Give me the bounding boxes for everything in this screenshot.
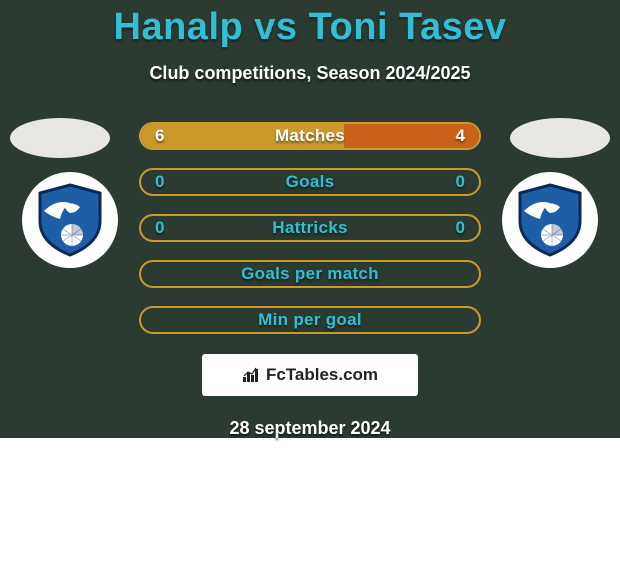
stat-row: 0 0 Hattricks xyxy=(139,214,481,242)
avatar-player-a xyxy=(10,118,110,158)
whitespace-region xyxy=(0,438,620,580)
brand-text: FcTables.com xyxy=(266,365,378,385)
brand-box[interactable]: FcTables.com xyxy=(202,354,418,396)
avatar-player-b xyxy=(510,118,610,158)
vs-text: vs xyxy=(254,6,297,48)
stat-row: Goals per match xyxy=(139,260,481,288)
stat-value-a: 0 xyxy=(155,218,164,238)
stat-value-b: 0 xyxy=(456,172,465,192)
stat-value-b: 0 xyxy=(456,218,465,238)
bars-icon xyxy=(242,367,262,383)
shield-icon xyxy=(36,183,104,257)
stat-label: Hattricks xyxy=(272,218,347,238)
player-a-name: Hanalp xyxy=(114,6,244,48)
shield-icon xyxy=(516,183,584,257)
club-badge-player-b xyxy=(502,172,598,268)
comparison-card: Hanalp vs Toni Tasev Club competitions, … xyxy=(0,0,620,438)
stat-label: Goals xyxy=(286,172,335,192)
stat-label: Matches xyxy=(275,126,345,146)
stat-value-b: 4 xyxy=(456,126,465,146)
page-title: Hanalp vs Toni Tasev xyxy=(0,6,620,49)
stat-label: Min per goal xyxy=(258,310,362,330)
stat-row: Min per goal xyxy=(139,306,481,334)
stat-row: 6 4 Matches xyxy=(139,122,481,150)
stat-row: 0 0 Goals xyxy=(139,168,481,196)
date-text: 28 september 2024 xyxy=(0,418,620,439)
player-b-name: Toni Tasev xyxy=(309,6,507,48)
stat-value-a: 0 xyxy=(155,172,164,192)
subtitle: Club competitions, Season 2024/2025 xyxy=(0,63,620,84)
club-badge-player-a xyxy=(22,172,118,268)
stat-value-a: 6 xyxy=(155,126,164,146)
stat-label: Goals per match xyxy=(241,264,379,284)
